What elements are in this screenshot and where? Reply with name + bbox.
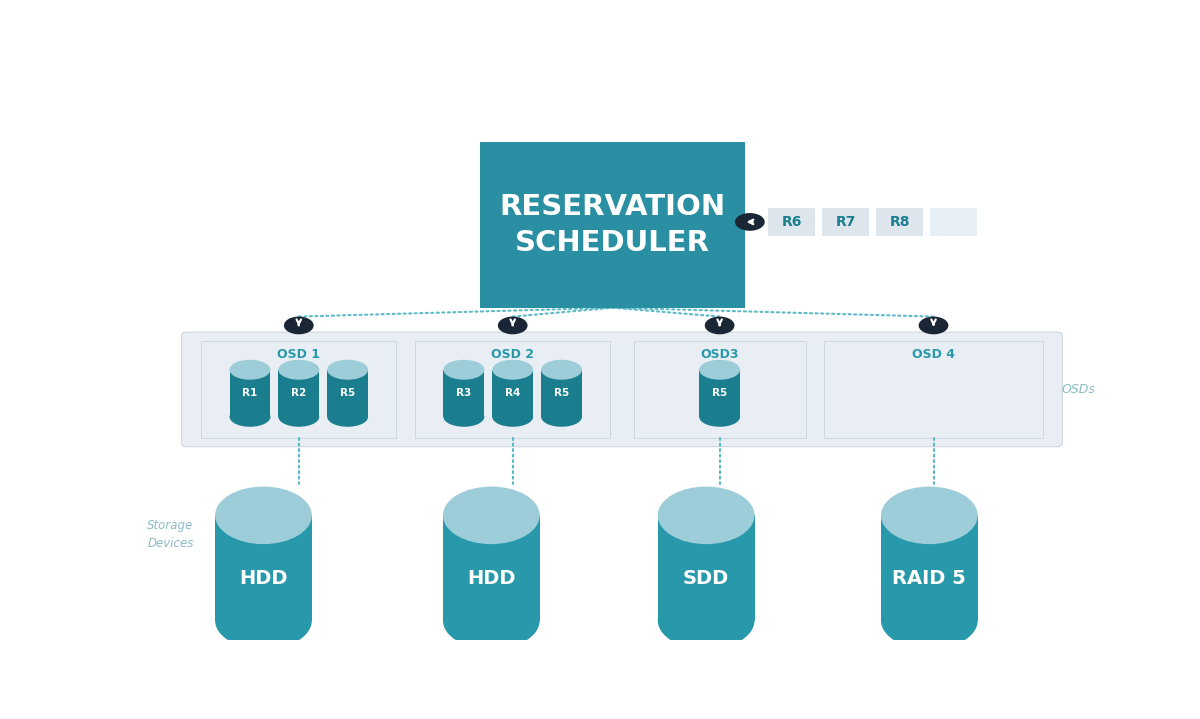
Polygon shape xyxy=(444,370,485,417)
Ellipse shape xyxy=(328,360,368,380)
Polygon shape xyxy=(215,516,312,620)
Text: RAID 5: RAID 5 xyxy=(893,569,966,588)
Ellipse shape xyxy=(444,360,485,380)
Ellipse shape xyxy=(541,360,582,380)
Polygon shape xyxy=(278,370,319,417)
Text: Storage
Devices: Storage Devices xyxy=(148,519,193,550)
Polygon shape xyxy=(328,370,368,417)
Ellipse shape xyxy=(328,407,368,427)
Ellipse shape xyxy=(658,487,755,544)
Ellipse shape xyxy=(278,360,319,380)
Polygon shape xyxy=(658,516,755,620)
Text: OSD3: OSD3 xyxy=(701,348,739,361)
Text: R3: R3 xyxy=(456,388,472,398)
Text: OSD 4: OSD 4 xyxy=(912,348,955,361)
Ellipse shape xyxy=(215,487,312,544)
Ellipse shape xyxy=(541,407,582,427)
Ellipse shape xyxy=(700,407,740,427)
FancyBboxPatch shape xyxy=(822,208,869,236)
Circle shape xyxy=(284,316,313,334)
Ellipse shape xyxy=(700,360,740,380)
FancyBboxPatch shape xyxy=(634,341,805,438)
Ellipse shape xyxy=(229,407,270,427)
Text: OSD 1: OSD 1 xyxy=(277,348,320,361)
FancyBboxPatch shape xyxy=(181,332,1062,446)
Text: HDD: HDD xyxy=(239,569,288,588)
Text: SDD: SDD xyxy=(683,569,730,588)
Text: R1: R1 xyxy=(242,388,258,398)
FancyBboxPatch shape xyxy=(480,142,745,308)
Ellipse shape xyxy=(492,360,533,380)
Ellipse shape xyxy=(658,592,755,649)
Text: HDD: HDD xyxy=(467,569,516,588)
Ellipse shape xyxy=(229,360,270,380)
FancyBboxPatch shape xyxy=(768,208,815,236)
Ellipse shape xyxy=(881,487,978,544)
Text: OSDs: OSDs xyxy=(1062,383,1096,396)
Text: R4: R4 xyxy=(505,388,521,398)
Ellipse shape xyxy=(278,407,319,427)
Ellipse shape xyxy=(492,407,533,427)
Polygon shape xyxy=(541,370,582,417)
Circle shape xyxy=(919,316,948,334)
Ellipse shape xyxy=(443,592,540,649)
Text: R6: R6 xyxy=(781,215,802,229)
Polygon shape xyxy=(881,516,978,620)
Text: R5: R5 xyxy=(554,388,569,398)
FancyBboxPatch shape xyxy=(876,208,923,236)
Polygon shape xyxy=(492,370,533,417)
Text: RESERVATION
SCHEDULER: RESERVATION SCHEDULER xyxy=(499,193,726,257)
Polygon shape xyxy=(229,370,270,417)
Ellipse shape xyxy=(443,487,540,544)
Circle shape xyxy=(704,316,734,334)
Text: R5: R5 xyxy=(340,388,355,398)
Ellipse shape xyxy=(444,407,485,427)
Ellipse shape xyxy=(215,592,312,649)
Circle shape xyxy=(734,213,764,231)
FancyBboxPatch shape xyxy=(202,341,396,438)
Text: OSD 2: OSD 2 xyxy=(491,348,534,361)
Text: R5: R5 xyxy=(712,388,727,398)
Polygon shape xyxy=(700,370,740,417)
Text: R7: R7 xyxy=(835,215,856,229)
Polygon shape xyxy=(443,516,540,620)
Text: R2: R2 xyxy=(292,388,306,398)
FancyBboxPatch shape xyxy=(415,341,611,438)
Text: R8: R8 xyxy=(889,215,910,229)
FancyBboxPatch shape xyxy=(930,208,977,236)
Circle shape xyxy=(498,316,528,334)
FancyBboxPatch shape xyxy=(824,341,1043,438)
Ellipse shape xyxy=(881,592,978,649)
